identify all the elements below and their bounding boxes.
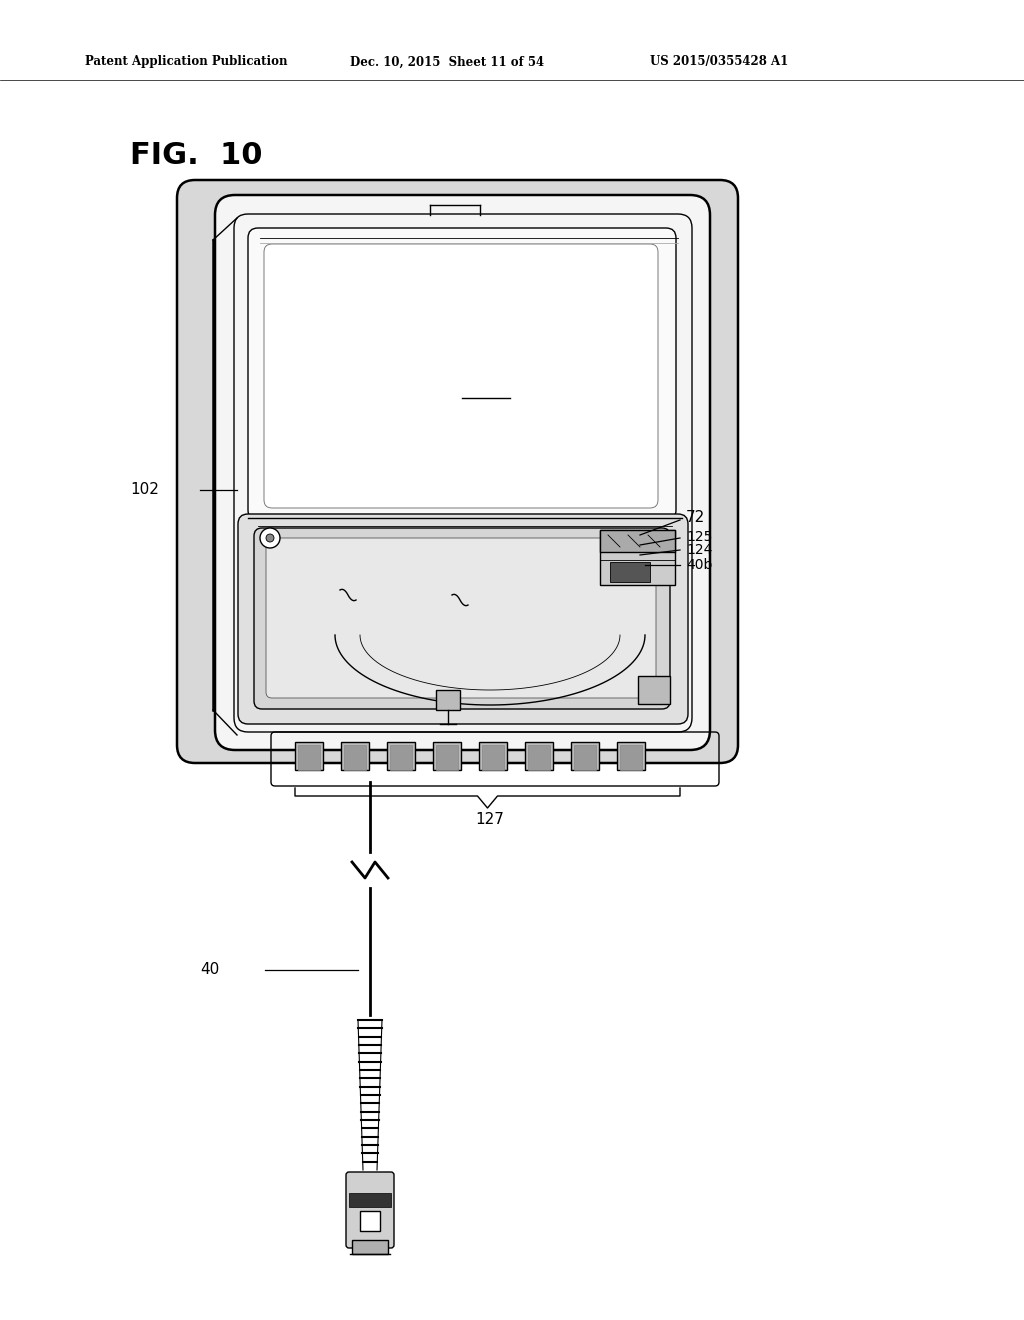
FancyBboxPatch shape <box>254 528 670 709</box>
Bar <box>436 690 460 710</box>
Text: Patent Application Publication: Patent Application Publication <box>85 55 288 69</box>
FancyBboxPatch shape <box>346 1172 394 1247</box>
Text: FIG.  10: FIG. 10 <box>130 140 262 169</box>
Bar <box>571 742 599 770</box>
Bar <box>349 1193 391 1206</box>
Text: 74: 74 <box>453 610 472 626</box>
Circle shape <box>266 535 274 543</box>
Bar <box>479 742 507 770</box>
Bar <box>528 744 550 770</box>
Bar <box>525 742 553 770</box>
Bar <box>600 531 675 552</box>
Text: 125: 125 <box>686 531 713 544</box>
Bar <box>352 1239 388 1254</box>
FancyBboxPatch shape <box>177 180 738 763</box>
Text: 70: 70 <box>476 381 500 399</box>
Text: 40: 40 <box>200 962 219 978</box>
Text: 124: 124 <box>686 543 713 557</box>
Text: 72: 72 <box>686 511 706 525</box>
FancyBboxPatch shape <box>264 244 658 508</box>
FancyBboxPatch shape <box>266 539 656 698</box>
Bar <box>574 744 596 770</box>
Text: 127: 127 <box>475 813 505 828</box>
Text: 102: 102 <box>130 483 159 498</box>
FancyBboxPatch shape <box>238 513 688 723</box>
Circle shape <box>260 528 280 548</box>
Bar <box>390 744 412 770</box>
Text: US 2015/0355428 A1: US 2015/0355428 A1 <box>650 55 788 69</box>
Bar <box>344 744 366 770</box>
Bar <box>341 742 369 770</box>
Bar <box>610 562 650 582</box>
Bar <box>638 676 670 704</box>
Bar <box>436 744 458 770</box>
Bar <box>387 742 415 770</box>
Text: 75: 75 <box>332 620 352 635</box>
FancyBboxPatch shape <box>248 228 676 520</box>
Bar <box>360 1210 380 1232</box>
Bar <box>600 531 675 585</box>
Bar <box>295 742 323 770</box>
Text: Dec. 10, 2015  Sheet 11 of 54: Dec. 10, 2015 Sheet 11 of 54 <box>350 55 544 69</box>
Bar <box>617 742 645 770</box>
Text: 40b: 40b <box>686 558 713 572</box>
Bar <box>620 744 642 770</box>
Bar <box>433 742 461 770</box>
FancyBboxPatch shape <box>215 195 710 750</box>
Bar <box>298 744 319 770</box>
Bar <box>482 744 504 770</box>
